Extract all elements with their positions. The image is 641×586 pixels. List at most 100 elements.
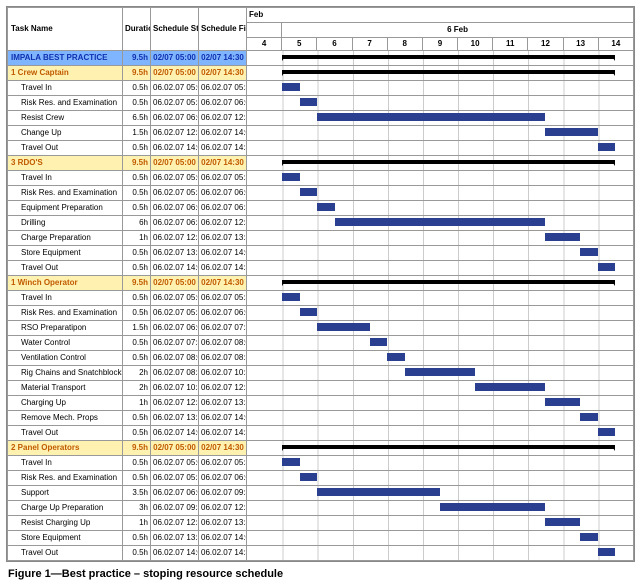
task-name: Water Control [11, 338, 70, 347]
section-row: 1 Crew Captain9.5h02/07 05:0002/07 14:30 [8, 66, 634, 81]
gantt-bar-cell [247, 336, 634, 351]
cell-start: 06.02.07 09:30 [151, 501, 199, 516]
cell-start: 06.02.07 05:00 [151, 456, 199, 471]
cell-fin: 06.02.07 06:00 [199, 471, 247, 486]
task-bar [282, 293, 300, 301]
task-bar [300, 188, 318, 196]
cell-start: 06.02.07 14:00 [151, 546, 199, 561]
header-month-row: Task Name Duration Schedule Start Schedu… [8, 8, 634, 23]
task-name: Travel Out [11, 143, 58, 152]
cell-dur: 9.5h [123, 66, 151, 81]
cell-fin: 06.02.07 12:30 [199, 501, 247, 516]
cell-dur: 0.5h [123, 171, 151, 186]
col-header-task: Task Name [8, 8, 123, 51]
task-name-cell: Travel Out [8, 426, 123, 441]
cell-dur: 0.5h [123, 456, 151, 471]
cell-fin: 06.02.07 14:00 [199, 411, 247, 426]
task-row: Change Up1.5h06.02.07 12:3006.02.07 14:0… [8, 126, 634, 141]
cell-dur: 9.5h [123, 156, 151, 171]
cell-dur: 0.5h [123, 336, 151, 351]
cell-fin: 06.02.07 14:30 [199, 546, 247, 561]
cell-fin: 06.02.07 14:00 [199, 246, 247, 261]
task-bar [580, 533, 598, 541]
cell-start: 02/07 05:00 [151, 276, 199, 291]
task-name-cell: IMPALA BEST PRACTICE [8, 51, 123, 66]
task-name-cell: 1 Crew Captain [8, 66, 123, 81]
cell-start: 06.02.07 08:30 [151, 366, 199, 381]
cell-start: 06.02.07 05:00 [151, 291, 199, 306]
task-row: Risk Res. and Examination0.5h06.02.07 05… [8, 471, 634, 486]
task-name: 2 Panel Operators [11, 443, 79, 452]
task-row: Charge Up Preparation3h06.02.07 09:3006.… [8, 501, 634, 516]
task-name-cell: Travel Out [8, 546, 123, 561]
cell-dur: 9.5h [123, 441, 151, 456]
task-name: Travel In [11, 458, 52, 467]
cell-fin: 06.02.07 14:30 [199, 141, 247, 156]
task-bar [580, 248, 598, 256]
task-bar [317, 323, 370, 331]
timeline-tick: 5 [282, 38, 317, 51]
task-name-cell: Rig Chains and Snatchblocks [8, 366, 123, 381]
cell-fin: 06.02.07 13:30 [199, 516, 247, 531]
task-name-cell: Resist Charging Up [8, 516, 123, 531]
cell-start: 06.02.07 08:00 [151, 351, 199, 366]
summary-bar [282, 160, 615, 164]
cell-start: 06.02.07 12:30 [151, 516, 199, 531]
cell-start: 06.02.07 14:00 [151, 426, 199, 441]
gantt-bar-cell [247, 231, 634, 246]
task-bar [475, 383, 545, 391]
task-name: Change Up [11, 128, 61, 137]
col-header-finish: Schedule Finish [199, 8, 247, 51]
task-row: Risk Res. and Examination0.5h06.02.07 05… [8, 186, 634, 201]
section-row: 3 RDO'S9.5h02/07 05:0002/07 14:30 [8, 156, 634, 171]
col-header-start: Schedule Start [151, 8, 199, 51]
gantt-bar-cell [247, 396, 634, 411]
task-name: Risk Res. and Examination [11, 188, 117, 197]
task-bar [370, 338, 388, 346]
timeline-tick: 8 [387, 38, 422, 51]
cell-start: 06.02.07 13:30 [151, 411, 199, 426]
task-bar [598, 548, 616, 556]
task-row: Resist Charging Up1h06.02.07 12:3006.02.… [8, 516, 634, 531]
gantt-bar-cell [247, 411, 634, 426]
task-row: Travel In0.5h06.02.07 05:0006.02.07 05:3… [8, 81, 634, 96]
task-row: Travel In0.5h06.02.07 05:0006.02.07 05:3… [8, 171, 634, 186]
gantt-bar-cell [247, 366, 634, 381]
task-bar [335, 218, 546, 226]
task-row: Travel In0.5h06.02.07 05:0006.02.07 05:3… [8, 291, 634, 306]
cell-start: 02/07 05:00 [151, 51, 199, 66]
task-name-cell: Travel In [8, 171, 123, 186]
task-name-cell: Drilling [8, 216, 123, 231]
cell-dur: 0.5h [123, 96, 151, 111]
task-name: Travel Out [11, 263, 58, 272]
gantt-bar-cell [247, 246, 634, 261]
task-name: Charging Up [11, 398, 66, 407]
cell-fin: 06.02.07 06:00 [199, 96, 247, 111]
cell-fin: 06.02.07 13:30 [199, 231, 247, 246]
cell-fin: 06.02.07 14:30 [199, 261, 247, 276]
timeline-tick-head [247, 23, 282, 38]
task-name-cell: Remove Mech. Props [8, 411, 123, 426]
task-name: Remove Mech. Props [11, 413, 98, 422]
task-row: Travel Out0.5h06.02.07 14:0006.02.07 14:… [8, 546, 634, 561]
gantt-bar-cell [247, 126, 634, 141]
gantt-chart: Task Name Duration Schedule Start Schedu… [6, 6, 635, 562]
task-row: Risk Res. and Examination0.5h06.02.07 05… [8, 306, 634, 321]
cell-dur: 0.5h [123, 351, 151, 366]
cell-fin: 06.02.07 05:30 [199, 171, 247, 186]
task-bar [580, 413, 598, 421]
task-name-cell: Store Equipment [8, 531, 123, 546]
task-row: Rig Chains and Snatchblocks2h06.02.07 08… [8, 366, 634, 381]
gantt-bar-cell [247, 216, 634, 231]
task-name-cell: Store Equipment [8, 246, 123, 261]
task-bar [387, 353, 405, 361]
cell-dur: 0.5h [123, 246, 151, 261]
timeline-tick: 12 [528, 38, 563, 51]
task-name-cell: Material Transport [8, 381, 123, 396]
task-name: 3 RDO'S [11, 158, 43, 167]
cell-fin: 06.02.07 14:30 [199, 426, 247, 441]
task-name: Travel In [11, 173, 52, 182]
task-name: Risk Res. and Examination [11, 308, 117, 317]
cell-fin: 02/07 14:30 [199, 156, 247, 171]
task-name: 1 Winch Operator [11, 278, 78, 287]
